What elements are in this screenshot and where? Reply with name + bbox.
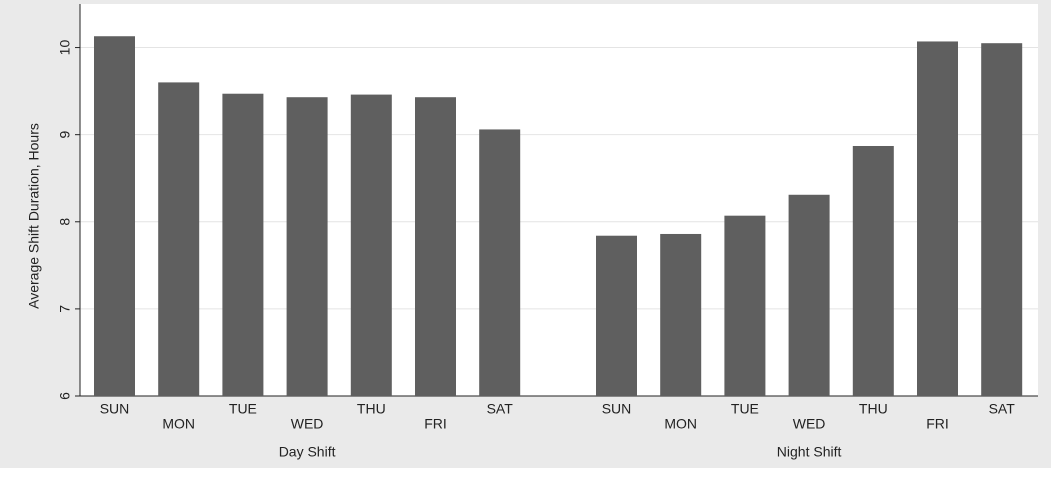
bar <box>350 94 392 397</box>
x-tick-label: MON <box>664 416 697 432</box>
x-tick-label: TUE <box>731 401 759 417</box>
bar <box>917 41 958 397</box>
bar <box>724 215 766 396</box>
bar <box>158 82 200 397</box>
y-tick-label: 10 <box>57 40 73 56</box>
x-tick-label: WED <box>291 416 324 432</box>
x-tick-label: TUE <box>229 401 257 417</box>
group-label: Night Shift <box>777 444 842 460</box>
bar <box>788 194 830 396</box>
bar <box>222 93 264 397</box>
y-tick-label: 9 <box>57 131 73 139</box>
bar <box>479 129 521 396</box>
x-tick-label: SAT <box>487 401 514 417</box>
bar <box>286 97 328 396</box>
x-tick-label: FRI <box>926 416 949 432</box>
x-tick-label: SUN <box>100 401 130 417</box>
group-label: Day Shift <box>279 444 336 460</box>
x-tick-label: THU <box>859 401 888 417</box>
x-tick-label: WED <box>793 416 826 432</box>
y-tick-label: 8 <box>57 218 73 226</box>
bar <box>415 97 456 396</box>
bar <box>596 235 637 396</box>
x-tick-label: MON <box>162 416 195 432</box>
x-tick-label: SUN <box>602 401 632 417</box>
y-axis-label: Average Shift Duration, Hours <box>26 123 42 309</box>
x-tick-label: SAT <box>989 401 1016 417</box>
bar <box>94 36 135 396</box>
bar <box>981 43 1023 396</box>
y-tick-label: 6 <box>57 392 73 400</box>
x-tick-label: THU <box>357 401 386 417</box>
bar <box>852 145 894 396</box>
bar <box>660 233 702 396</box>
x-tick-label: FRI <box>424 416 447 432</box>
y-tick-label: 7 <box>57 305 73 313</box>
